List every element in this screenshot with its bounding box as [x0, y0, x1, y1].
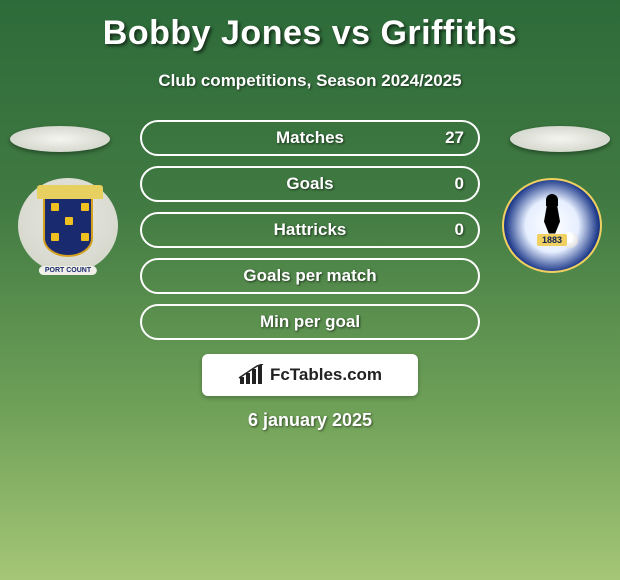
stat-row-matches: Matches 27 — [140, 120, 480, 156]
snapshot-date: 6 january 2025 — [0, 410, 620, 431]
stat-label: Goals per match — [243, 266, 376, 286]
photo-placeholder-right — [510, 126, 610, 152]
bar-chart-icon — [238, 364, 264, 386]
crest-shield-icon — [43, 195, 93, 257]
crest-fleurs-icon — [51, 203, 89, 241]
photo-placeholder-left — [10, 126, 110, 152]
stat-value-right: 27 — [445, 128, 464, 148]
stat-row-min-per-goal: Min per goal — [140, 304, 480, 340]
page-title: Bobby Jones vs Griffiths — [0, 0, 620, 53]
stat-label: Matches — [276, 128, 344, 148]
stat-label: Goals — [286, 174, 333, 194]
stat-label: Hattricks — [274, 220, 347, 240]
stat-row-hattricks: Hattricks 0 — [140, 212, 480, 248]
brand-text: FcTables.com — [270, 365, 382, 385]
season-subtitle: Club competitions, Season 2024/2025 — [0, 71, 620, 91]
brand-logo: FcTables.com — [202, 354, 418, 396]
team-badge-right: 1883 — [502, 178, 602, 273]
pirate-figure-icon — [540, 194, 564, 238]
stats-table: Matches 27 Goals 0 Hattricks 0 Goals per… — [140, 120, 480, 350]
stat-row-goals-per-match: Goals per match — [140, 258, 480, 294]
stat-row-goals: Goals 0 — [140, 166, 480, 202]
stat-value-right: 0 — [455, 220, 464, 240]
stat-label: Min per goal — [260, 312, 360, 332]
badge-year: 1883 — [537, 234, 567, 246]
crest-ribbon: PORT COUNT — [39, 266, 97, 275]
stat-value-right: 0 — [455, 174, 464, 194]
team-badge-left: PORT COUNT — [18, 178, 118, 273]
